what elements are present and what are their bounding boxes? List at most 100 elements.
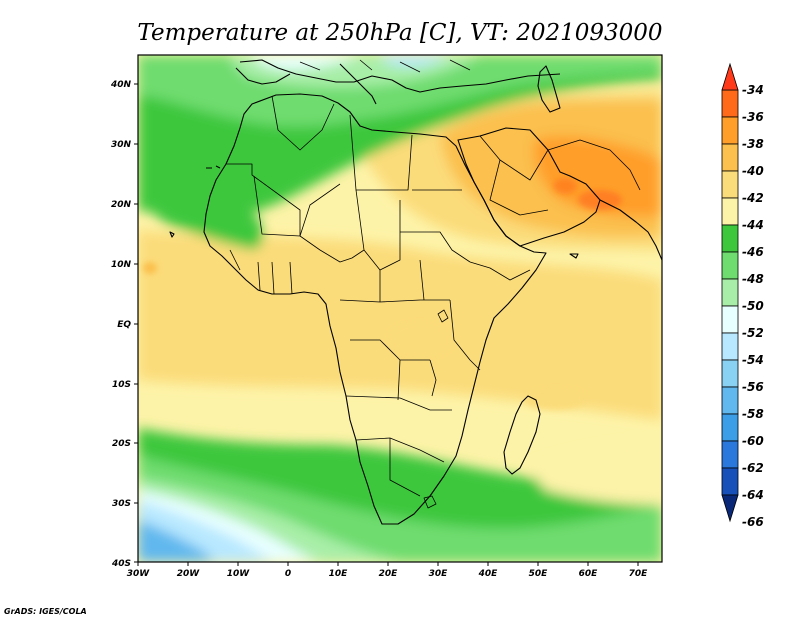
border-central — [339, 259, 450, 303]
lat-label-30s: 30S — [112, 499, 131, 509]
lon-label-70e: 70E — [629, 569, 649, 579]
lon-label-10e: 10E — [329, 569, 349, 579]
colorbar-label: -64 — [742, 488, 764, 502]
socotra — [569, 253, 579, 259]
colorbar-label: -50 — [742, 299, 764, 313]
coastlines — [169, 59, 662, 525]
africa-coastline — [203, 93, 547, 525]
border-lakes — [429, 309, 449, 397]
grads-credit: GrADS: IGES/COLA — [4, 607, 87, 616]
lat-labels: 40N 30N 20N 10N EQ 10S 20S 30S 40S — [110, 80, 132, 569]
colorbar-label: -46 — [742, 245, 764, 259]
border-ethiopia — [469, 261, 531, 281]
border-europe — [299, 59, 471, 73]
colorbar-label: -42 — [742, 191, 764, 205]
italy-coastline — [339, 63, 377, 105]
europe-coastline — [239, 59, 561, 93]
field-58-south — [138, 520, 215, 562]
lon-labels: 30W 20W 10W 0 10E 20E 30E 40E 50E 60E 70… — [127, 569, 648, 579]
colorbar-box — [721, 467, 739, 496]
border-lesotho — [423, 495, 437, 509]
field-54-balkans — [380, 55, 450, 67]
border-middle-east — [479, 135, 549, 216]
border-nigeria — [299, 235, 365, 263]
india-coastline — [599, 199, 662, 261]
lat-label-10s: 10S — [112, 380, 131, 390]
canaries — [206, 165, 221, 169]
field-38-gulf — [533, 135, 662, 217]
border-sahara-west — [226, 163, 301, 236]
border-southern — [355, 437, 445, 497]
lat-label-20n: 20N — [111, 200, 132, 210]
colorbar-label: -62 — [742, 461, 764, 475]
lat-label-40s: 40S — [111, 559, 131, 569]
spot-42-indian-ocean — [525, 390, 585, 410]
colorbar-label: -54 — [742, 353, 764, 367]
colorbar-box — [721, 224, 739, 253]
colorbar-label: -34 — [742, 83, 764, 97]
arabia-coastline — [457, 127, 601, 247]
colorbar-box — [721, 143, 739, 172]
colorbar-label: -66 — [742, 515, 764, 529]
spot-40-west — [143, 262, 157, 274]
colorbar-box — [721, 440, 739, 469]
lat-label-eq: EQ — [117, 320, 131, 330]
lat-label-10n: 10N — [111, 260, 132, 270]
lon-label-40e: 40E — [478, 569, 499, 579]
colorbar-label: -44 — [742, 218, 764, 232]
colorbar-label: -58 — [742, 407, 764, 421]
lat-label-40n: 40N — [110, 80, 132, 90]
country-borders — [226, 59, 641, 509]
colorbar-box — [721, 386, 739, 415]
lon-label-20w: 20W — [177, 569, 201, 579]
lon-label-30w: 30W — [127, 569, 151, 579]
border-iran — [547, 139, 641, 191]
colorbar-label: -40 — [742, 164, 764, 178]
colorbar-boxes — [721, 89, 739, 496]
lon-label-50e: 50E — [529, 569, 549, 579]
map-title: Temperature at 250hPa [C], VT: 202109300… — [137, 20, 662, 46]
colorbar-label: -48 — [742, 272, 764, 286]
lon-label-30e: 30E — [429, 569, 449, 579]
colorbar-box — [721, 116, 739, 145]
spot-42-east-africa — [390, 324, 450, 356]
plot-frame — [137, 54, 663, 563]
lon-label-60e: 60E — [579, 569, 599, 579]
border-congo — [350, 339, 430, 401]
field-spots — [143, 178, 622, 410]
border-west-coast — [229, 249, 293, 295]
spot-36-gulf — [553, 178, 577, 194]
colorbar-box — [721, 413, 739, 442]
cape-verde — [169, 231, 175, 238]
field-46-sahel — [138, 170, 264, 250]
colorbar-box — [721, 332, 739, 361]
colorbar-box — [721, 251, 739, 280]
field-52-europe — [250, 55, 360, 70]
colorbar-box — [721, 278, 739, 307]
border-libya — [349, 114, 413, 191]
lon-label-20e: 20E — [379, 569, 399, 579]
colorbar-box — [721, 89, 739, 118]
colorbar-label: -38 — [742, 137, 764, 151]
lat-label-30n: 30N — [111, 140, 132, 150]
colorbar-bottom-triangle — [721, 494, 739, 523]
tick-marks — [134, 83, 639, 566]
colorbar: -34 -36 -38 -40 -42 -44 -46 -48 -50 -52 -54 -56 -58 -… — [721, 62, 764, 529]
iberia-coastline — [235, 67, 291, 85]
border-sudan — [400, 231, 471, 263]
colorbar-label: -60 — [742, 434, 764, 448]
lon-label-10w: 10W — [227, 569, 251, 579]
colorbar-label: -56 — [742, 380, 764, 394]
colorbar-box — [721, 197, 739, 226]
colorbar-top-triangle — [721, 62, 739, 91]
madagascar-coastline — [503, 395, 541, 475]
lat-label-20s: 20S — [112, 439, 131, 449]
border-angola — [345, 395, 452, 411]
caspian-coastline — [537, 65, 561, 113]
temperature-field — [138, 55, 662, 562]
field-44-se — [530, 440, 662, 505]
field-smooth — [138, 55, 662, 562]
colorbar-box — [721, 170, 739, 199]
colorbar-box — [721, 305, 739, 334]
